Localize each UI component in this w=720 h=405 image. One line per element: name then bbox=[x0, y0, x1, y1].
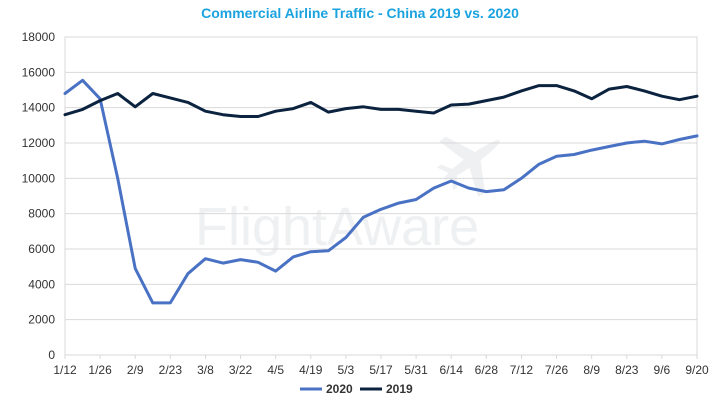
x-tick-label: 5/31 bbox=[404, 363, 428, 377]
x-tick-label: 5/17 bbox=[369, 363, 393, 377]
plot-border bbox=[64, 36, 698, 356]
x-tick-label: 2/9 bbox=[127, 363, 144, 377]
y-tick-label: 18000 bbox=[22, 30, 56, 44]
x-tick-label: 8/9 bbox=[583, 363, 600, 377]
y-tick-label: 6000 bbox=[28, 242, 55, 256]
x-tick-label: 3/22 bbox=[229, 363, 253, 377]
series-line-2020 bbox=[63, 78, 699, 305]
x-tick-label: 7/12 bbox=[510, 363, 534, 377]
y-tick-label: 0 bbox=[48, 348, 55, 362]
x-tick-label: 6/28 bbox=[475, 363, 499, 377]
y-tick-label: 2000 bbox=[28, 313, 55, 327]
watermark-plane-icon bbox=[436, 136, 500, 198]
x-tick-label: 3/8 bbox=[197, 363, 214, 377]
y-tick-label: 14000 bbox=[22, 101, 56, 115]
y-tick-label: 10000 bbox=[22, 171, 56, 185]
watermark-text: FlightAware bbox=[195, 197, 479, 257]
y-tick-label: 4000 bbox=[28, 277, 55, 291]
x-tick-label: 1/12 bbox=[53, 363, 77, 377]
x-tick-label: 2/23 bbox=[159, 363, 183, 377]
x-tick-label: 4/19 bbox=[299, 363, 323, 377]
y-tick-label: 8000 bbox=[28, 207, 55, 221]
x-tick-label: 5/3 bbox=[338, 363, 355, 377]
legend-label-2020: 2020 bbox=[326, 382, 353, 396]
x-tick-label: 7/26 bbox=[545, 363, 569, 377]
x-tick-label: 1/26 bbox=[88, 363, 112, 377]
series-line-2019 bbox=[63, 84, 699, 118]
legend-label-2019: 2019 bbox=[386, 382, 413, 396]
y-tick-label: 12000 bbox=[22, 136, 56, 150]
x-tick-label: 6/14 bbox=[440, 363, 464, 377]
chart-title: Commercial Airline Traffic - China 2019 … bbox=[201, 5, 519, 21]
y-tick-label: 16000 bbox=[22, 65, 56, 79]
x-tick-label: 9/6 bbox=[654, 363, 671, 377]
x-tick-label: 4/5 bbox=[267, 363, 284, 377]
x-tick-label: 8/23 bbox=[615, 363, 639, 377]
x-tick-label: 9/20 bbox=[685, 363, 709, 377]
